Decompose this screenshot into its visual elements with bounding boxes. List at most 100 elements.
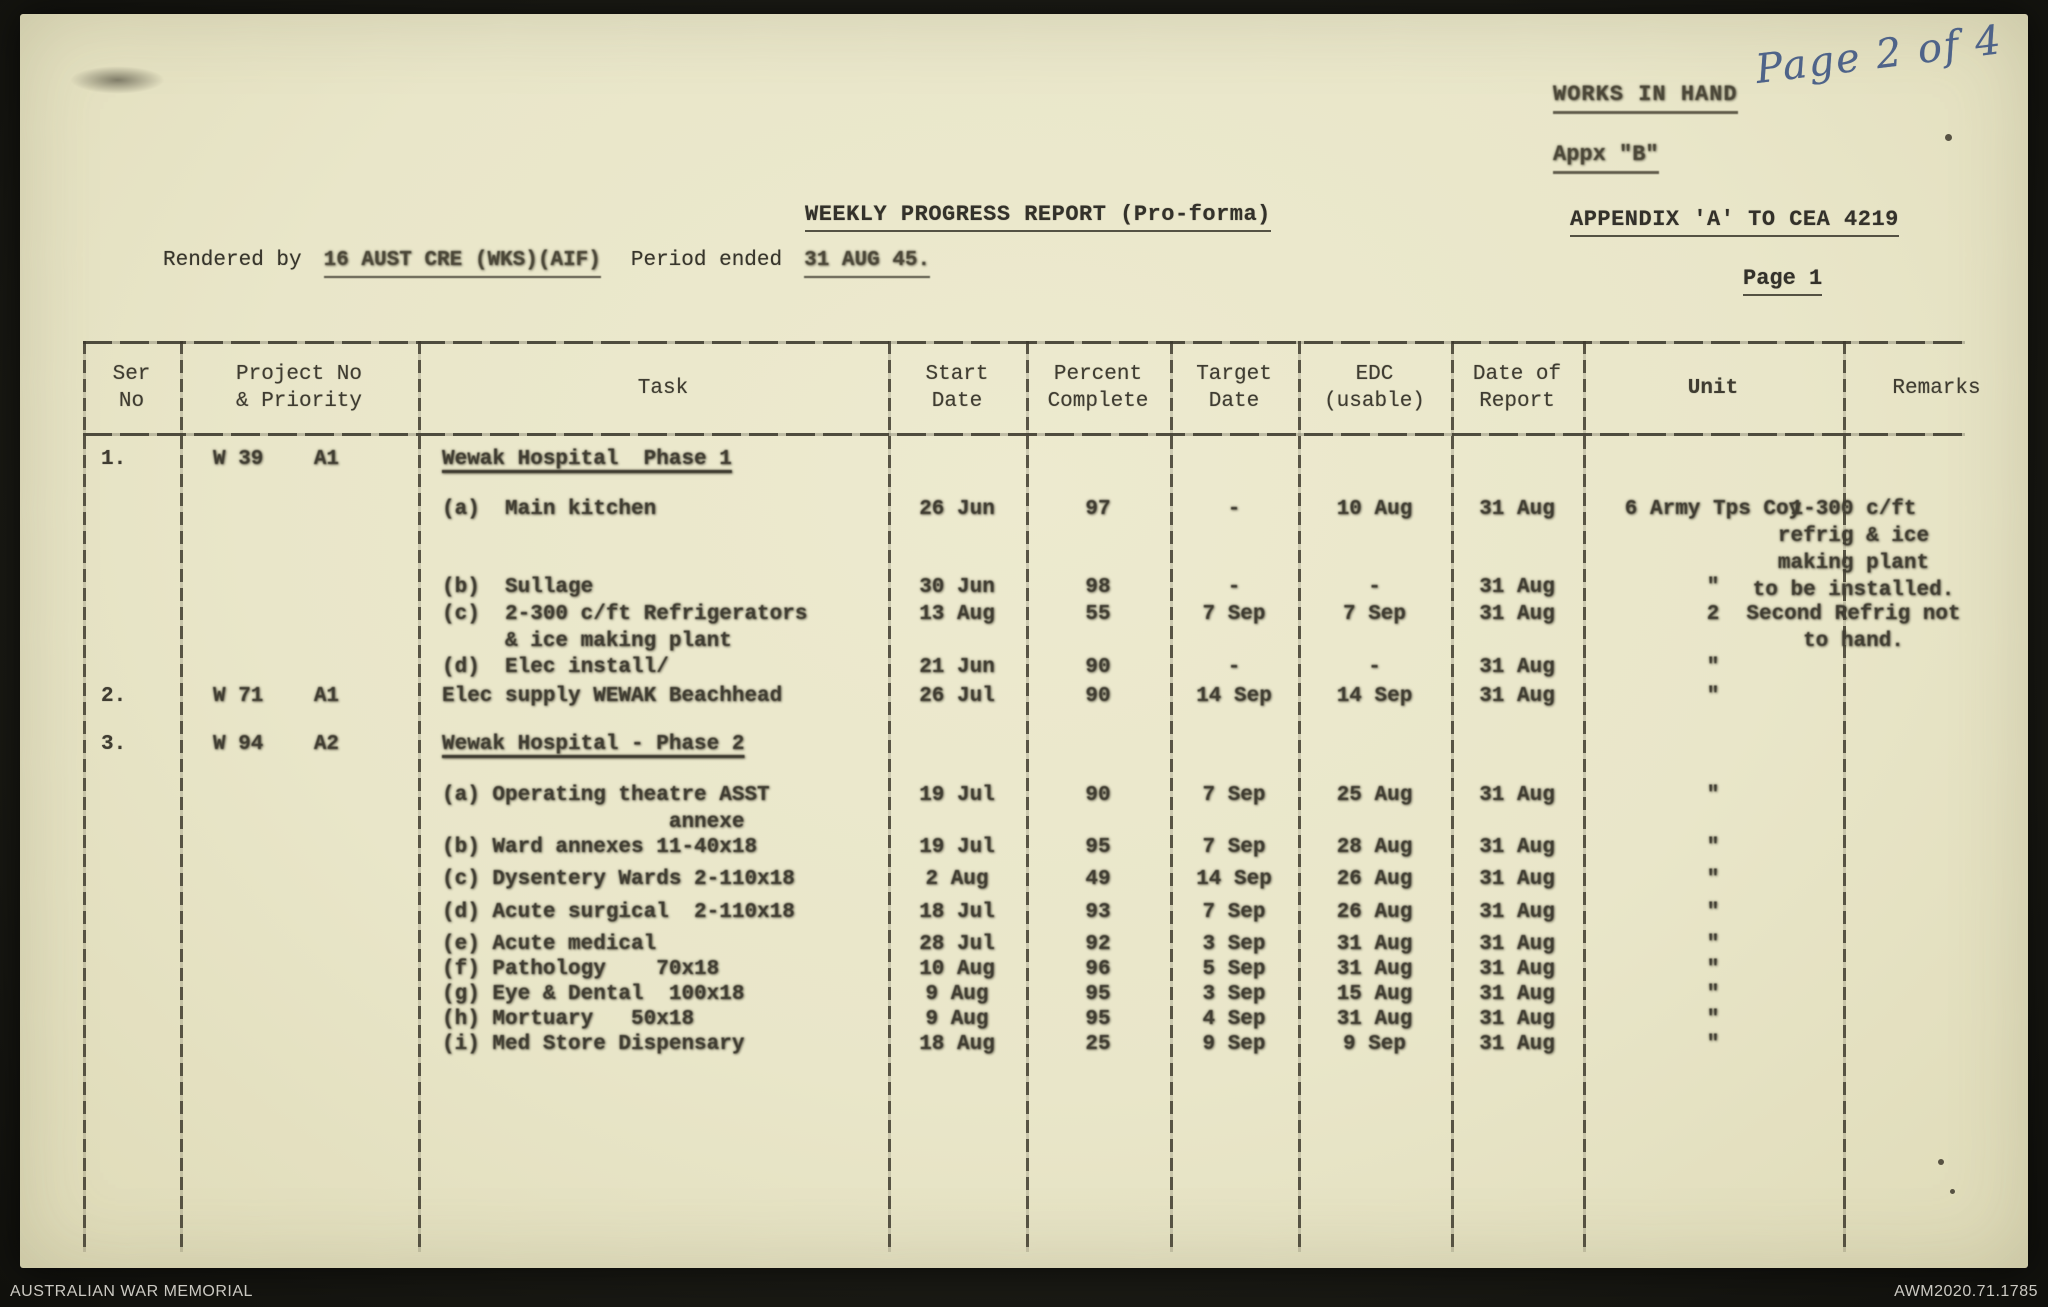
footer-accession-number: AWM2020.71.1785: [1894, 1283, 2038, 1300]
cell-start: 9 Aug: [925, 1008, 989, 1031]
cell-unit: ": [1706, 901, 1720, 924]
cell-pct: 92: [1085, 933, 1111, 956]
cell-unit: ": [1706, 1033, 1720, 1056]
cell-unit: ": [1706, 784, 1720, 807]
cell-task: (i) Med Store Dispensary: [442, 1033, 745, 1056]
progress-report-table: Ser No Project No & Priority Task Start Dat…: [20, 14, 2028, 1268]
cell-unit: 6 Army Tps Coy: [1624, 498, 1802, 521]
cell-edc: 25 Aug: [1336, 784, 1413, 807]
cell-edc: -: [1368, 576, 1381, 599]
column-header-pct: Percent Complete: [1047, 363, 1149, 413]
cell-task: Wewak Hospital - Phase 2: [442, 733, 745, 756]
appx-b-stamp: Appx "B": [1553, 141, 1659, 174]
cell-edc: 31 Aug: [1336, 1008, 1413, 1031]
table-vertical-rule: [418, 341, 421, 1252]
cell-target: 9 Sep: [1202, 1033, 1266, 1056]
cell-task: Wewak Hospital Phase 1: [442, 448, 732, 471]
cell-pct: 90: [1085, 784, 1111, 807]
cell-report: 31 Aug: [1479, 784, 1555, 807]
cell-pct: 98: [1085, 576, 1111, 599]
cell-start: 10 Aug: [919, 958, 995, 981]
cell-unit: 2: [1706, 603, 1720, 626]
rendered-by-label: Rendered by: [163, 249, 302, 272]
cell-unit: ": [1706, 1008, 1720, 1031]
table-vertical-rule: [1843, 341, 1846, 1252]
table-vertical-rule: [888, 341, 891, 1252]
cell-start: 21 Jun: [919, 656, 995, 679]
column-header-remarks: Remarks: [1892, 376, 1981, 400]
cell-task: (c) Dysentery Wards 2-110x18: [442, 868, 795, 891]
cell-ser: 3.: [101, 733, 127, 756]
cell-task: (c) 2-300 c/ft Refrigerators & ice makin…: [442, 603, 808, 653]
period-ended-value: 31 AUG 45.: [804, 247, 931, 278]
cell-target: 3 Sep: [1202, 983, 1266, 1006]
cell-report: 31 Aug: [1479, 868, 1555, 891]
cell-target: 5 Sep: [1202, 958, 1266, 981]
cell-report: 31 Aug: [1479, 656, 1555, 679]
ink-smudge: [70, 66, 165, 94]
cell-start: 18 Aug: [919, 1033, 995, 1056]
cell-pct: 97: [1085, 498, 1111, 521]
cell-task: (a) Main kitchen: [442, 498, 657, 521]
cell-task: (d) Elec install/: [442, 656, 669, 679]
cell-task: (f) Pathology 70x18: [442, 958, 720, 981]
column-header-ser: Ser No: [112, 363, 151, 413]
cell-target: 7 Sep: [1202, 603, 1266, 626]
cell-start: 9 Aug: [925, 983, 989, 1006]
cell-report: 31 Aug: [1479, 498, 1555, 521]
cell-edc: 7 Sep: [1342, 603, 1406, 626]
cell-unit: ": [1706, 983, 1720, 1006]
cell-pct: 93: [1085, 901, 1111, 924]
cell-remarks: Second Refrig not to hand.: [1746, 603, 1961, 653]
cell-start: 18 Jul: [919, 901, 995, 924]
table-vertical-rule: [1451, 341, 1454, 1252]
cell-task: (d) Acute surgical 2-110x18: [442, 901, 795, 924]
cell-edc: 14 Sep: [1336, 685, 1413, 708]
column-header-target: Target Date: [1196, 363, 1272, 413]
cell-edc: 26 Aug: [1336, 901, 1413, 924]
paper-speck: [1950, 1189, 1955, 1194]
cell-report: 31 Aug: [1479, 1033, 1555, 1056]
page-number: Page 1: [1743, 265, 1823, 296]
cell-ser: 2.: [101, 685, 127, 708]
table-vertical-rule: [1170, 341, 1173, 1252]
column-header-task: Task: [637, 376, 689, 400]
column-header-unit: Unit: [1687, 376, 1739, 400]
cell-task: (a) Operating theatre ASST annexe: [442, 784, 770, 834]
cell-pct: 55: [1085, 603, 1111, 626]
cell-edc: 31 Aug: [1336, 933, 1413, 956]
cell-target: -: [1227, 576, 1241, 599]
cell-remarks: 1-300 c/ft refrig & ice making plant to …: [1752, 498, 1955, 602]
table-vertical-rule: [83, 341, 86, 1252]
cell-pct: 90: [1085, 656, 1111, 679]
cell-task: Elec supply WEWAK Beachhead: [442, 685, 783, 708]
cell-target: 3 Sep: [1202, 933, 1266, 956]
cell-report: 31 Aug: [1479, 958, 1555, 981]
cell-ser: 1.: [101, 448, 127, 471]
cell-unit: ": [1706, 685, 1720, 708]
cell-pct: 25: [1085, 1033, 1111, 1056]
column-header-start: Start Date: [925, 363, 989, 413]
column-header-report: Date of Report: [1472, 363, 1562, 413]
paper-speck: [1945, 134, 1952, 141]
cell-start: 28 Jul: [919, 933, 995, 956]
cell-task: (g) Eye & Dental 100x18: [442, 983, 745, 1006]
cell-edc: 15 Aug: [1336, 983, 1413, 1006]
cell-start: 26 Jul: [919, 685, 995, 708]
cell-report: 31 Aug: [1479, 576, 1555, 599]
cell-target: 14 Sep: [1196, 685, 1272, 708]
appendix-reference: APPENDIX 'A' TO CEA 4219: [1570, 206, 1899, 237]
cell-project: W 71 A1: [213, 685, 340, 708]
table-horizontal-rule: [83, 433, 1965, 436]
cell-unit: ": [1706, 576, 1720, 599]
cell-unit: ": [1706, 958, 1720, 981]
cell-report: 31 Aug: [1479, 901, 1555, 924]
cell-pct: 95: [1085, 1008, 1111, 1031]
cell-edc: 26 Aug: [1336, 868, 1413, 891]
cell-start: 26 Jun: [919, 498, 995, 521]
document-paper: Page 2 of 4 WORKS IN HAND Appx "B" WEEKL…: [20, 14, 2028, 1268]
cell-unit: ": [1706, 868, 1720, 891]
table-vertical-rule: [1298, 341, 1301, 1252]
cell-task: (e) Acute medical: [442, 933, 657, 956]
